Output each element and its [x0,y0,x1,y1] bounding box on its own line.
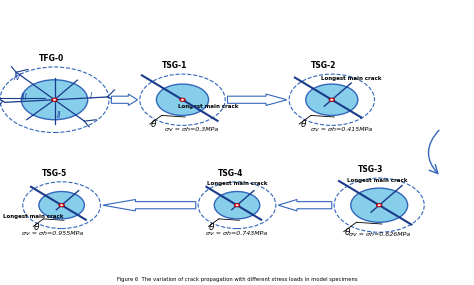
Text: Longest main crack: Longest main crack [207,181,267,186]
Circle shape [21,80,88,120]
Circle shape [376,203,382,207]
Text: TSG-3: TSG-3 [358,165,383,174]
Circle shape [60,204,63,206]
Text: TSG-1: TSG-1 [162,61,187,70]
Text: Longest main crack: Longest main crack [3,214,64,219]
Circle shape [156,84,209,115]
Circle shape [180,98,185,101]
Circle shape [53,99,56,101]
Text: TFG-0: TFG-0 [38,54,64,63]
Circle shape [306,84,358,115]
Circle shape [52,98,57,101]
Text: IV: IV [14,73,22,82]
FancyArrow shape [278,200,332,211]
Text: TSG-5: TSG-5 [42,169,67,178]
Text: TSG-4: TSG-4 [218,169,243,178]
Text: II: II [57,111,62,120]
Text: Longest main crack: Longest main crack [320,76,381,81]
Text: Longest main crack: Longest main crack [178,103,239,109]
Text: Figure 6  The variation of crack propagation with different stress loads in mode: Figure 6 The variation of crack propagat… [117,277,357,282]
Circle shape [330,99,333,101]
FancyArrow shape [103,200,196,211]
Circle shape [181,99,184,101]
Circle shape [378,204,381,206]
Text: σv = σh=0.743MPa: σv = σh=0.743MPa [206,231,268,236]
Text: σv = σh=0.415MPa: σv = σh=0.415MPa [310,127,372,132]
Text: I: I [90,92,92,101]
Circle shape [236,204,238,206]
Text: σv = σh=0.955MPa: σv = σh=0.955MPa [21,231,83,236]
Circle shape [351,188,408,222]
Circle shape [39,192,84,219]
Text: θ: θ [301,120,306,129]
Circle shape [214,192,260,219]
Text: θ: θ [151,120,156,129]
FancyArrow shape [111,94,137,105]
Text: θ: θ [209,223,215,232]
Text: θ: θ [34,223,39,232]
Circle shape [329,98,335,101]
FancyArrowPatch shape [428,130,439,174]
Text: III: III [21,93,28,102]
Circle shape [234,203,240,207]
Text: σv = σh=0.3MPa: σv = σh=0.3MPa [165,127,219,132]
Text: σv = σh=0.626MPa: σv = σh=0.626MPa [348,232,410,237]
Text: θ: θ [345,228,351,237]
Text: Longest main crack: Longest main crack [346,178,407,184]
Text: TSG-2: TSG-2 [311,61,337,70]
FancyArrow shape [228,94,287,105]
Circle shape [59,203,64,207]
